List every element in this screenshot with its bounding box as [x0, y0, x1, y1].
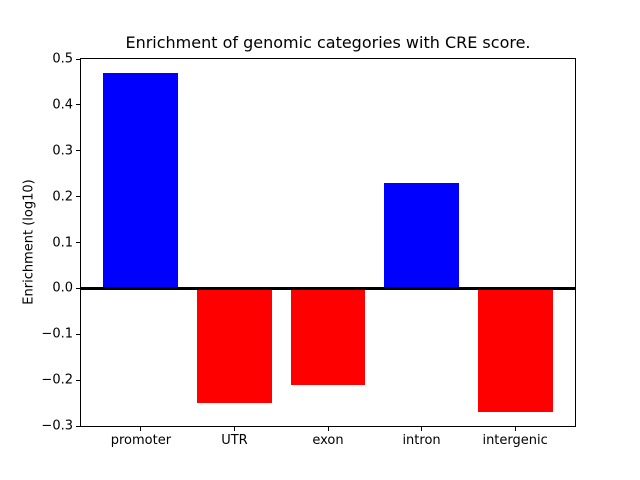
zero-axis-line — [81, 286, 575, 290]
bar-UTR — [197, 288, 272, 404]
x-tick-mark — [514, 427, 516, 431]
bar-promoter — [103, 72, 179, 289]
x-tick-mark — [140, 427, 142, 431]
y-tick-label: 0.2 — [52, 189, 73, 205]
x-tick-label-UTR: UTR — [221, 433, 248, 448]
y-tick-label: 0.1 — [52, 235, 73, 250]
y-tick-mark — [76, 242, 80, 243]
y-axis-label: Enrichment (log10) — [21, 179, 37, 305]
bar-exon — [290, 288, 366, 385]
x-tick-mark — [421, 427, 423, 431]
x-tick-label-exon: exon — [312, 433, 344, 448]
bar-intergenic — [477, 288, 553, 413]
y-tick-label: −0.2 — [41, 372, 73, 388]
y-tick-mark — [76, 425, 80, 427]
y-tick-mark — [76, 196, 80, 198]
chart-title: Enrichment of genomic categories with CR… — [125, 33, 531, 52]
y-tick-label: 0.3 — [52, 143, 73, 159]
y-tick-mark — [76, 58, 80, 60]
x-tick-label-intron: intron — [402, 433, 441, 448]
y-tick-label: 0.4 — [52, 97, 73, 113]
y-tick-label: −0.3 — [41, 418, 73, 434]
y-tick-mark — [76, 104, 80, 106]
bar-intron — [384, 182, 459, 289]
y-tick-label: 0.5 — [52, 51, 73, 67]
x-tick-mark — [233, 427, 235, 431]
y-tick-mark — [76, 379, 80, 381]
y-tick-mark — [76, 333, 80, 335]
x-tick-label-intergenic: intergenic — [482, 433, 548, 448]
y-tick-label: −0.1 — [41, 326, 73, 342]
y-tick-mark — [76, 150, 80, 152]
x-tick-mark — [327, 427, 329, 431]
x-tick-label-promoter: promoter — [110, 433, 172, 448]
y-tick-label: 0.0 — [52, 280, 73, 296]
y-tick-mark — [76, 287, 80, 289]
plot-area: −0.3 −0.2 −0.1 0.0 0.1 0.2 0.3 0.4 0.5 promoter UT… — [41, 52, 576, 448]
